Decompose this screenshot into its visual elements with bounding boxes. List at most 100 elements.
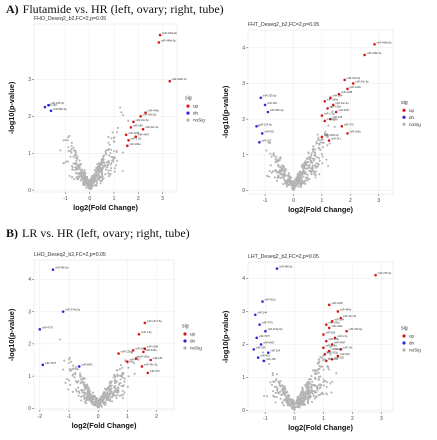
- nosig-point: [70, 144, 73, 148]
- dn-point: [267, 351, 270, 354]
- nosig-point: [304, 182, 307, 185]
- nosig-point: [97, 402, 100, 405]
- nosig-point: [282, 182, 285, 186]
- nosig-point: [118, 382, 121, 385]
- nosig-point: [310, 170, 314, 173]
- nosig-point: [121, 396, 125, 399]
- gene-label: miR-205-5p: [263, 94, 277, 98]
- nosig-point: [115, 369, 118, 372]
- x-tick-label: 0: [97, 414, 100, 420]
- nosig-point: [333, 125, 336, 129]
- dn-point: [252, 348, 256, 351]
- nosig-point: [262, 351, 265, 354]
- nosig-point: [271, 372, 274, 375]
- nosig-points: [59, 106, 130, 190]
- nosig-point: [266, 174, 269, 177]
- nosig-point: [108, 384, 111, 387]
- legend-swatch-up: [186, 104, 190, 108]
- up-point: [339, 348, 343, 351]
- dn-point: [264, 329, 267, 333]
- nosig-point: [107, 175, 110, 178]
- nosig-point: [101, 173, 104, 176]
- nosig-point: [301, 388, 304, 391]
- nosig-point: [314, 370, 317, 373]
- nosig-point: [316, 362, 319, 365]
- nosig-point: [77, 380, 80, 383]
- nosig-point: [276, 160, 280, 163]
- up-point: [168, 79, 172, 83]
- nosig-point: [280, 393, 283, 396]
- gene-label: miR-451a: [265, 298, 277, 302]
- dn-point: [275, 267, 279, 270]
- nosig-point: [302, 166, 305, 169]
- gene-label: miR-1298: [331, 301, 343, 305]
- nosig-point: [112, 150, 116, 153]
- nosig-point: [96, 405, 99, 408]
- nosig-point: [313, 154, 316, 157]
- y-tick-label: 3: [28, 309, 31, 315]
- x-tick-label: 3: [161, 196, 164, 202]
- nosig-point: [63, 359, 66, 362]
- nosig-point: [68, 356, 71, 359]
- nosig-point: [95, 179, 98, 182]
- up-point: [142, 350, 145, 354]
- nosig-point: [75, 164, 79, 167]
- nosig-point: [300, 177, 303, 180]
- nosig-point: [70, 165, 74, 168]
- dn-point: [38, 328, 42, 331]
- nosig-point: [119, 364, 122, 367]
- nosig-point: [321, 155, 324, 158]
- nosig-point: [83, 396, 86, 399]
- nosig-point: [280, 168, 283, 171]
- gene-label: miR-200b-3p: [324, 133, 340, 137]
- nosig-point: [306, 157, 309, 160]
- nosig-point: [273, 380, 276, 384]
- y-tick-label: 2: [242, 342, 245, 348]
- nosig-point: [83, 381, 86, 384]
- gene-label: miR-196a: [325, 344, 337, 348]
- up-point: [322, 333, 325, 336]
- gene-label: miR-205: [256, 345, 266, 349]
- nosig-point: [284, 398, 287, 401]
- nosig-point: [73, 376, 76, 379]
- nosig-point: [115, 381, 118, 384]
- nosig-point: [277, 175, 280, 178]
- gene-label: miR-1298: [147, 345, 159, 349]
- nosig-points: [261, 345, 338, 411]
- y-tick-label: 3: [28, 77, 31, 83]
- nosig-point: [299, 183, 302, 186]
- nosig-point: [104, 168, 107, 171]
- nosig-point: [74, 367, 77, 370]
- nosig-point: [93, 172, 96, 176]
- up-point: [158, 33, 162, 37]
- nosig-point: [104, 165, 107, 168]
- up-point: [323, 353, 327, 356]
- legend-swatch-nosig: [183, 346, 187, 350]
- nosig-point: [282, 390, 285, 394]
- plot-title: FHT_Deseq2_b2,FC=2,p=0.05: [248, 22, 319, 28]
- nosig-point: [80, 177, 83, 180]
- nosig-point: [107, 135, 110, 139]
- nosig-point: [291, 184, 295, 187]
- nosig-point: [318, 139, 321, 142]
- y-tick-label: 0: [242, 408, 245, 414]
- nosig-point: [74, 371, 77, 374]
- nosig-point: [319, 393, 322, 396]
- nosig-point: [87, 185, 90, 189]
- up-point: [157, 41, 161, 44]
- nosig-point: [99, 398, 102, 402]
- gene-label: miR-184: [267, 101, 277, 105]
- nosig-point: [314, 391, 317, 394]
- nosig-point: [307, 382, 310, 385]
- nosig-point: [275, 155, 278, 158]
- nosig-point: [110, 137, 113, 140]
- gene-label: miR-184: [332, 94, 342, 98]
- nosig-point: [257, 124, 260, 127]
- gene-label: miR-486-5p: [55, 266, 69, 270]
- nosig-point: [284, 169, 287, 172]
- gene-label: miR-141: [331, 137, 341, 141]
- y-tick-label: 2: [28, 342, 31, 348]
- nosig-point: [90, 394, 93, 397]
- up-point: [143, 321, 147, 325]
